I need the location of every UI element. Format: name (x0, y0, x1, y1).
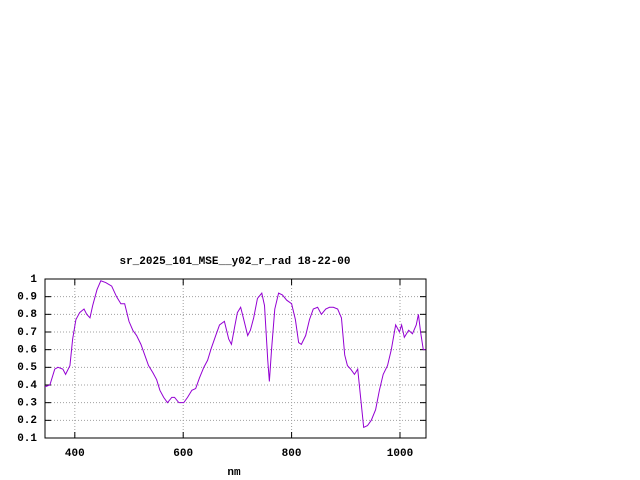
x-tick-label: 1000 (387, 448, 413, 460)
y-tick-label: 0.6 (17, 345, 37, 357)
y-tick-label: 0.9 (17, 292, 37, 304)
chart-title: sr_2025_101_MSE__y02_r_rad 18-22-00 (119, 256, 350, 268)
y-tick-label: 0.3 (17, 398, 37, 410)
y-tick-label: 0.5 (17, 362, 37, 374)
x-tick-label: 400 (65, 448, 85, 460)
y-tick-label: 0.2 (17, 415, 37, 427)
x-tick-label: 800 (282, 448, 302, 460)
x-tick-label: 600 (173, 448, 193, 460)
y-tick-label: 0.4 (17, 380, 37, 392)
y-tick-label: 0.1 (17, 433, 37, 445)
plot-border (44, 278, 427, 439)
data-line (44, 280, 426, 429)
y-tick-label: 0.8 (17, 309, 37, 321)
y-tick-label: 1 (30, 274, 37, 286)
y-tick-label: 0.7 (17, 327, 37, 339)
x-axis-label: nm (227, 467, 241, 479)
